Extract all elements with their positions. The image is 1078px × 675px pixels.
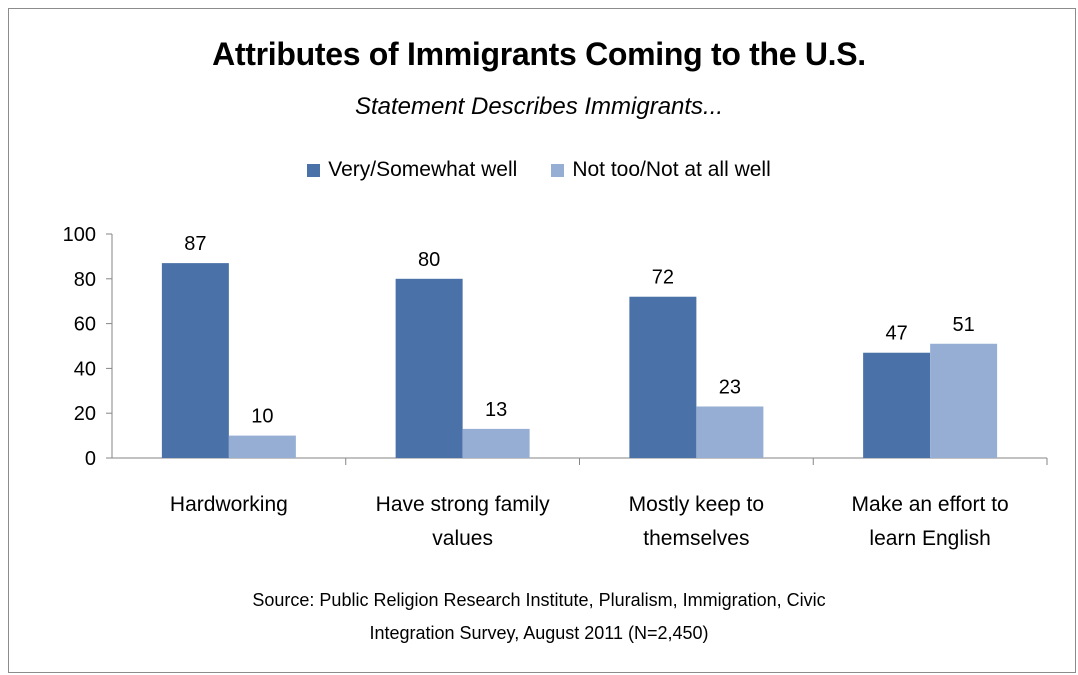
source-line-1: Source: Public Religion Research Institu… (252, 590, 826, 610)
bar-very-somewhat-well-mostly-keep-to-themselves (629, 296, 697, 458)
legend-label-very-somewhat-well: Very/Somewhat well (328, 158, 518, 181)
bar-very-somewhat-well-have-strong-family-values (395, 278, 463, 458)
bar-very-somewhat-well-make-an-effort-to-learn-english (863, 352, 931, 458)
bar-not-too-not-at-all-well-make-an-effort-to-learn-english (930, 343, 998, 458)
bar-not-too-not-at-all-well-have-strong-family-values (462, 428, 530, 458)
x-category-label-have-strong-family-values-line-1: Have strong family (376, 493, 550, 516)
source-note: Source: Public Religion Research Institu… (0, 584, 1078, 650)
chart-legend: Very/Somewhat well Not too/Not at all we… (0, 158, 1078, 182)
source-line-2: Integration Survey, August 2011 (N=2,450… (369, 623, 709, 643)
legend-label-not-too-not-at-all-well: Not too/Not at all well (572, 158, 771, 181)
x-category-label-make-an-effort-to-learn-english-line-2: learn English (869, 527, 990, 550)
data-label-not-too-not-at-all-well-mostly-keep-to-themselves: 23 (719, 376, 741, 398)
chart-title: Attributes of Immigrants Coming to the U… (212, 36, 866, 72)
data-label-not-too-not-at-all-well-make-an-effort-to-learn-english: 51 (953, 314, 975, 336)
bar-not-too-not-at-all-well-hardworking (228, 435, 296, 458)
bar-chart-plot: 0 20 40 60 80 100 87 10 Hardworking 80 13 Have stro… (63, 224, 1048, 550)
x-category-label-have-strong-family-values-line-2: values (432, 527, 493, 550)
x-category-label-mostly-keep-to-themselves-line-2: themselves (643, 527, 749, 550)
legend-item-very-somewhat-well: Very/Somewhat well (307, 158, 517, 182)
bar-not-too-not-at-all-well-mostly-keep-to-themselves (696, 406, 764, 458)
data-label-not-too-not-at-all-well-hardworking: 10 (251, 406, 273, 428)
bar-very-somewhat-well-hardworking (161, 263, 229, 458)
data-label-not-too-not-at-all-well-have-strong-family-values: 13 (485, 399, 507, 421)
chart-subtitle: Statement Describes Immigrants... (354, 93, 724, 120)
y-tick-label-20: 20 (74, 403, 96, 425)
x-category-label-make-an-effort-to-learn-english-line-1: Make an effort to (852, 493, 1009, 516)
legend-item-not-too-not-at-all-well: Not too/Not at all well (551, 158, 771, 182)
y-tick-label-100: 100 (63, 224, 96, 246)
x-category-label-hardworking-line-1: Hardworking (170, 493, 288, 516)
legend-swatch-very-somewhat-well (307, 163, 321, 177)
data-label-very-somewhat-well-mostly-keep-to-themselves: 72 (652, 267, 674, 289)
y-tick-label-80: 80 (74, 269, 96, 291)
x-category-label-mostly-keep-to-themselves-line-1: Mostly keep to (629, 493, 764, 516)
data-label-very-somewhat-well-hardworking: 87 (184, 233, 206, 255)
data-label-very-somewhat-well-make-an-effort-to-learn-english: 47 (886, 323, 908, 345)
y-tick-label-0: 0 (85, 448, 96, 470)
y-tick-label-40: 40 (74, 358, 96, 380)
legend-swatch-not-too-not-at-all-well (551, 163, 565, 177)
data-label-very-somewhat-well-have-strong-family-values: 80 (418, 249, 440, 271)
y-tick-label-60: 60 (74, 314, 96, 336)
